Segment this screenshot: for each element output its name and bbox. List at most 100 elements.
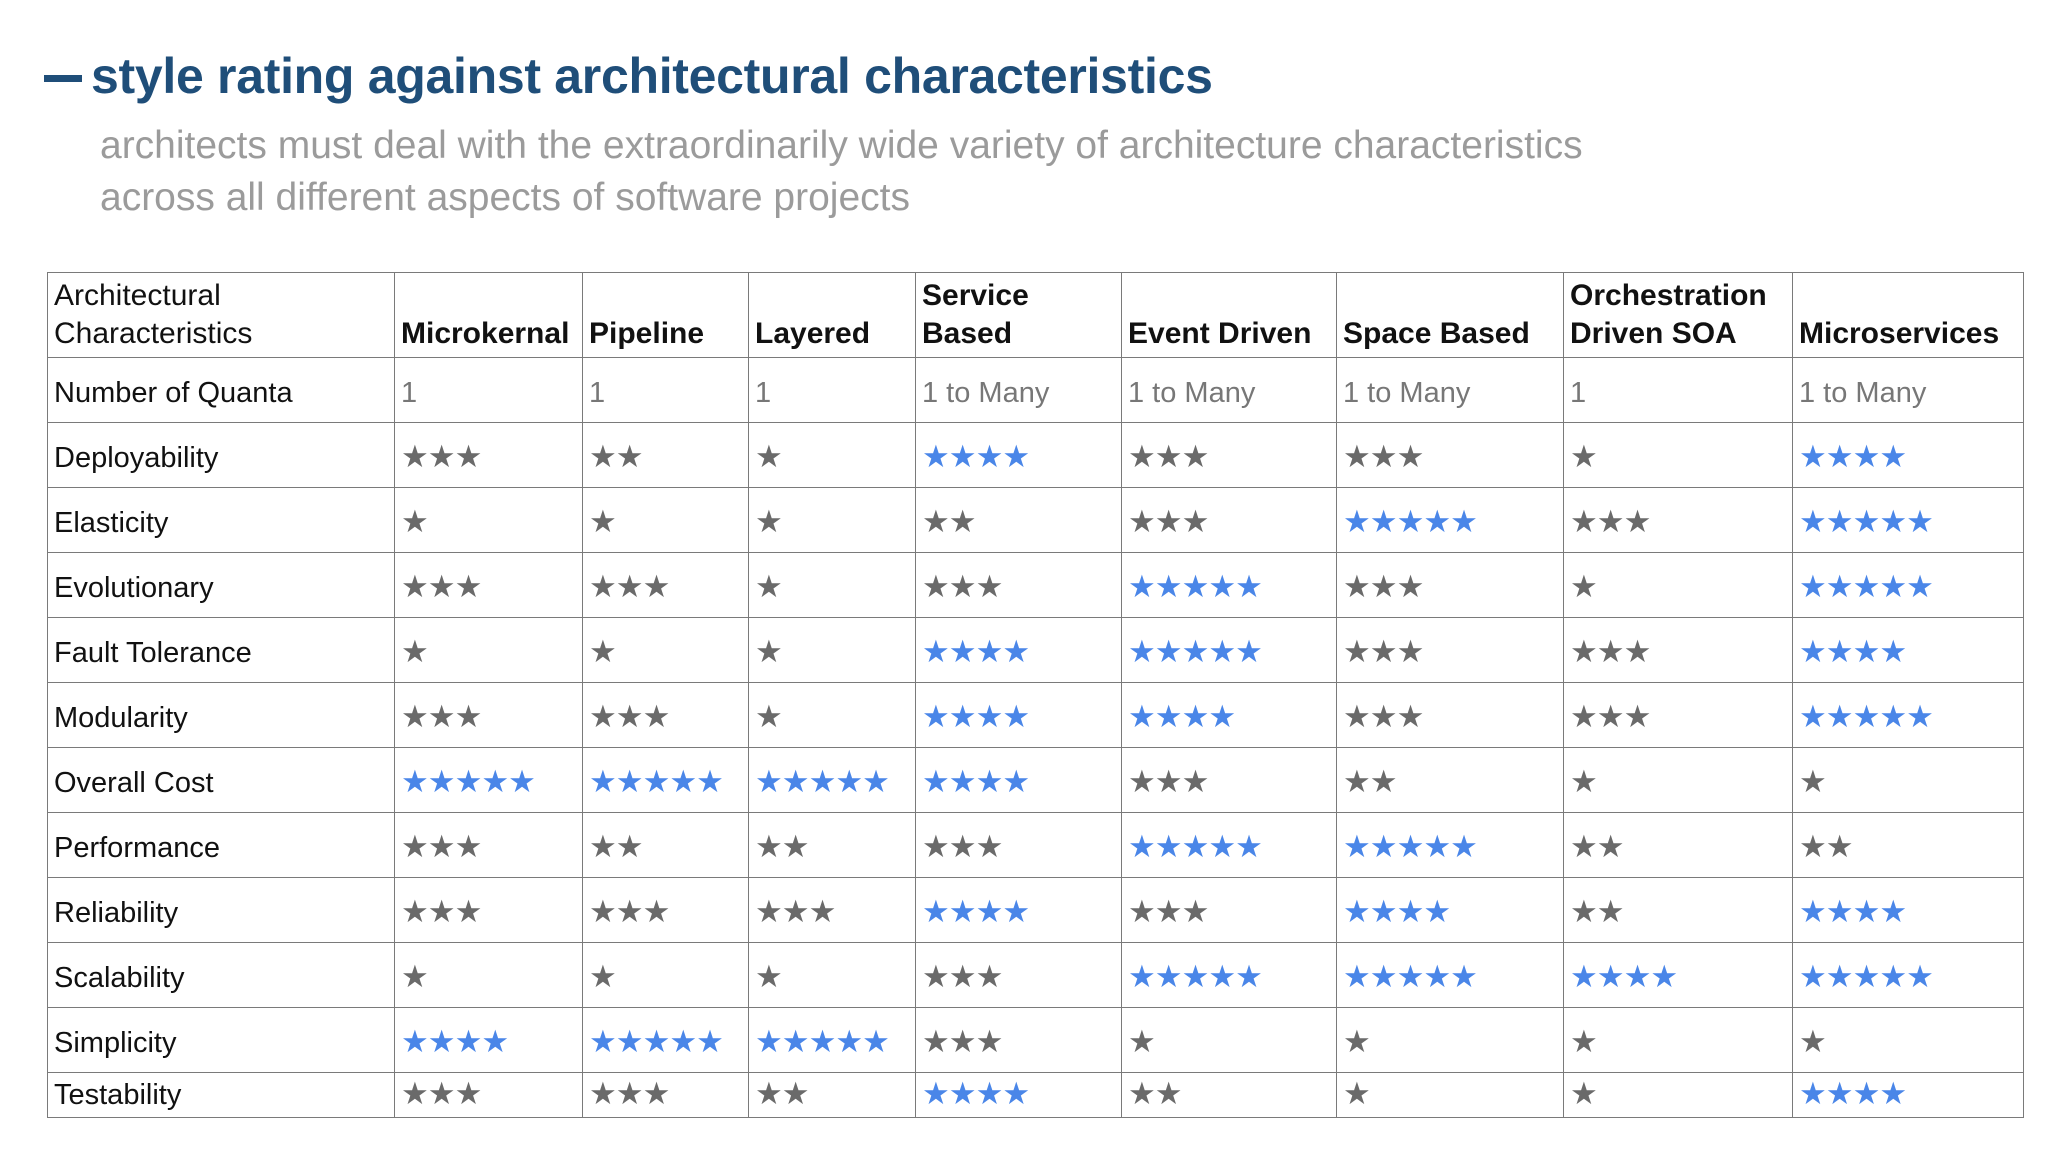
star-rating-icon: ★ [755, 503, 783, 540]
quanta-cell: 1 to Many [1121, 357, 1337, 423]
rating-cell: ★★★ [1563, 682, 1793, 748]
rating-cell: ★★★★★ [1336, 942, 1564, 1008]
star-rating-icon: ★ [755, 698, 783, 735]
row-label: Elasticity [47, 487, 395, 553]
star-rating-icon: ★★★★★ [1128, 633, 1263, 670]
table-row: Scalability ★ ★ ★ ★★★ ★★★★★ ★★★★★ ★★★★ ★★★★★ [47, 942, 2024, 1008]
star-rating-icon: ★★★★★ [755, 763, 890, 800]
rating-cell: ★★★★ [1563, 942, 1793, 1008]
star-rating-icon: ★★ [922, 503, 977, 540]
rating-cell: ★★ [582, 422, 749, 488]
rating-cell: ★ [1792, 1007, 2024, 1073]
column-header: Service Based [915, 272, 1122, 358]
star-rating-icon: ★★★ [589, 568, 670, 605]
column-header: Microservices [1792, 272, 2024, 358]
rating-cell: ★★ [1563, 812, 1793, 878]
star-rating-icon: ★★ [1570, 893, 1625, 930]
star-rating-icon: ★★★ [922, 1023, 1003, 1060]
star-rating-icon: ★★★★★ [401, 763, 536, 800]
table-row: Testability ★★★ ★★★ ★★ ★★★★ ★★ ★ ★ ★★★★ [47, 1072, 2024, 1118]
rating-table: Architectural Characteristics Microkerna… [47, 272, 2024, 1118]
rating-cell: ★ [394, 487, 583, 553]
rating-cell: ★★ [1121, 1072, 1337, 1118]
star-rating-icon: ★★ [1343, 763, 1398, 800]
rating-cell: ★★★★★ [748, 747, 916, 813]
row-label: Overall Cost [47, 747, 395, 813]
star-rating-icon: ★ [1570, 438, 1598, 475]
quanta-cell: 1 to Many [1336, 357, 1564, 423]
rating-cell: ★★★★★ [582, 747, 749, 813]
star-rating-icon: ★★★★ [922, 438, 1030, 475]
rating-cell: ★★★ [1121, 422, 1337, 488]
star-rating-icon: ★★★ [922, 958, 1003, 995]
star-rating-icon: ★★★★ [1799, 1075, 1907, 1112]
star-rating-icon: ★★★★★ [589, 1023, 724, 1060]
rating-cell: ★★★ [1336, 422, 1564, 488]
table-row: Simplicity ★★★★ ★★★★★ ★★★★★ ★★★ ★ ★ ★ ★ [47, 1007, 2024, 1073]
star-rating-icon: ★★★★ [922, 893, 1030, 930]
table-row: Overall Cost ★★★★★ ★★★★★ ★★★★★ ★★★★ ★★★ ★★ ★ ★ [47, 747, 2024, 813]
row-label: Number of Quanta [47, 357, 395, 423]
rating-cell: ★★★★★ [1121, 552, 1337, 618]
star-rating-icon: ★★★★★ [1128, 568, 1263, 605]
star-rating-icon: ★★★ [589, 698, 670, 735]
table-row: Deployability ★★★ ★★ ★ ★★★★ ★★★ ★★★ ★ ★★★★ [47, 422, 2024, 488]
star-rating-icon: ★★★★★ [1343, 958, 1478, 995]
rating-cell: ★★★★ [915, 1072, 1122, 1118]
quanta-cell: 1 [394, 357, 583, 423]
star-rating-icon: ★ [755, 568, 783, 605]
star-rating-icon: ★★★★★ [589, 763, 724, 800]
rating-cell: ★★★ [582, 1072, 749, 1118]
column-header: Pipeline [582, 272, 749, 358]
table-body: Number of Quanta 1 1 1 1 to Many 1 to Ma… [47, 357, 2024, 1118]
rating-cell: ★ [1563, 552, 1793, 618]
star-rating-icon: ★ [401, 633, 429, 670]
rating-cell: ★★★★ [915, 617, 1122, 683]
star-rating-icon: ★★★ [1343, 438, 1424, 475]
rating-cell: ★★★★★ [1792, 682, 2024, 748]
quanta-cell: 1 [1563, 357, 1793, 423]
star-rating-icon: ★ [1570, 1023, 1598, 1060]
star-rating-icon: ★ [755, 633, 783, 670]
star-rating-icon: ★★★ [401, 893, 482, 930]
rating-cell: ★★★ [394, 1072, 583, 1118]
rating-cell: ★ [748, 422, 916, 488]
rating-cell: ★★★ [915, 812, 1122, 878]
star-rating-icon: ★★★★★ [1343, 828, 1478, 865]
rating-cell: ★★★★ [1792, 422, 2024, 488]
rating-cell: ★★★★★ [1121, 812, 1337, 878]
rating-cell: ★★★ [394, 422, 583, 488]
rating-cell: ★★ [582, 812, 749, 878]
table-row: Fault Tolerance ★ ★ ★ ★★★★ ★★★★★ ★★★ ★★★ ★★★★ [47, 617, 2024, 683]
rating-cell: ★ [748, 617, 916, 683]
star-rating-icon: ★★★ [1343, 568, 1424, 605]
rating-cell: ★ [582, 942, 749, 1008]
star-rating-icon: ★★★ [401, 828, 482, 865]
rating-cell: ★★★★★ [748, 1007, 916, 1073]
slide-subtitle: architects must deal with the extraordin… [100, 124, 1583, 219]
star-rating-icon: ★★★★ [922, 633, 1030, 670]
rating-cell: ★ [582, 617, 749, 683]
star-rating-icon: ★★★ [1570, 503, 1651, 540]
rating-cell: ★★ [915, 487, 1122, 553]
header-row: Architectural Characteristics Microkerna… [47, 272, 2024, 358]
star-rating-icon: ★★ [755, 1075, 810, 1112]
rating-cell: ★ [1563, 1007, 1793, 1073]
row-label: Reliability [47, 877, 395, 943]
star-rating-icon: ★★★★★ [1128, 958, 1263, 995]
rating-cell: ★★★ [748, 877, 916, 943]
row-label: Evolutionary [47, 552, 395, 618]
star-rating-icon: ★★★ [922, 828, 1003, 865]
star-rating-icon: ★★★★ [1343, 893, 1451, 930]
star-rating-icon: ★★★★ [401, 1023, 509, 1060]
rating-cell: ★★★ [1563, 617, 1793, 683]
rating-cell: ★★★★★ [1121, 942, 1337, 1008]
rating-cell: ★★★★ [915, 682, 1122, 748]
star-rating-icon: ★★★★ [922, 698, 1030, 735]
rating-cell: ★★★★★ [394, 747, 583, 813]
rating-cell: ★★ [748, 1072, 916, 1118]
rating-cell: ★★★★ [1336, 877, 1564, 943]
rating-cell: ★★★ [394, 682, 583, 748]
quanta-cell: 1 [582, 357, 749, 423]
table-row: Reliability ★★★ ★★★ ★★★ ★★★★ ★★★ ★★★★ ★★ ★★★★ [47, 877, 2024, 943]
